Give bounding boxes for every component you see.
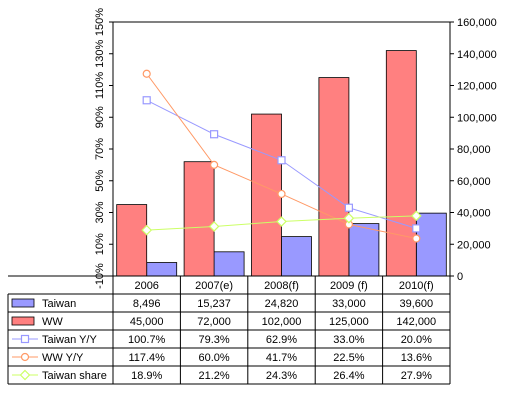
marker-ww-y-y	[210, 160, 219, 169]
table-cell-taiwan: 8,496	[133, 298, 161, 310]
legend-label-taiwan: Taiwan	[42, 298, 76, 310]
bar-taiwan	[213, 251, 245, 277]
left-axis-tick-label: 70%	[94, 138, 106, 160]
left-axis-tick-label: 10%	[94, 233, 106, 255]
right-axis-tick-label: 120,000	[457, 81, 497, 93]
bar-ww	[251, 113, 282, 277]
legend-label-taiwan-y-y: Taiwan Y/Y	[42, 334, 97, 346]
marker-taiwan-share	[208, 221, 220, 232]
table-cell-taiwan: 33,000	[332, 298, 366, 310]
table-cell-ww: 102,000	[262, 316, 302, 328]
marker-taiwan-y-y	[344, 203, 353, 212]
table-cell-ww: 125,000	[329, 316, 369, 328]
legend-marker-taiwan-y-y	[20, 334, 30, 344]
table-cell-ww-y-y: 41.7%	[266, 352, 297, 364]
table-cell-ww-y-y: 22.5%	[333, 352, 364, 364]
table-cell-taiwan: 39,600	[399, 298, 433, 310]
left-axis-tick-label: 90%	[94, 106, 106, 128]
bar-taiwan	[146, 262, 178, 277]
category-label: 2006	[134, 280, 158, 292]
category-label: 2008(f)	[264, 280, 299, 292]
bar-ww	[318, 77, 350, 277]
table-cell-taiwan-share: 18.9%	[131, 370, 162, 382]
legend-swatch-ww	[11, 316, 35, 326]
table-cell-taiwan-y-y: 20.0%	[401, 334, 432, 346]
right-axis-tick-label: 40,000	[457, 208, 491, 220]
table-cell-taiwan-share: 21.2%	[198, 370, 229, 382]
marker-ww-y-y	[412, 234, 421, 243]
marker-ww-y-y	[142, 69, 151, 78]
marker-taiwan-y-y	[412, 224, 421, 233]
table-cell-taiwan-y-y: 79.3%	[198, 334, 229, 346]
table-cell-taiwan-y-y: 62.9%	[266, 334, 297, 346]
category-label: 2010(f)	[399, 280, 434, 292]
left-axis-tick-label: 110%	[94, 72, 106, 100]
table-cell-ww: 142,000	[396, 316, 436, 328]
right-axis-tick-label: 140,000	[457, 49, 497, 61]
table-cell-ww-y-y: 13.6%	[401, 352, 432, 364]
table-cell-ww-y-y: 60.0%	[198, 352, 229, 364]
right-axis-tick-label: 100,000	[457, 112, 497, 124]
category-label: 2007(e)	[195, 280, 233, 292]
bar-taiwan	[281, 236, 312, 277]
category-label: 2009 (f)	[330, 280, 368, 292]
marker-taiwan-y-y	[142, 96, 151, 105]
legend-label-ww-y-y: WW Y/Y	[42, 352, 84, 364]
right-axis-tick-label: 160,000	[457, 17, 497, 29]
bar-ww	[385, 50, 417, 277]
legend-label-taiwan-share: Taiwan share	[42, 370, 107, 382]
marker-taiwan-share	[141, 224, 153, 236]
right-axis-tick-label: 20,000	[457, 239, 491, 251]
marker-taiwan-y-y	[210, 130, 219, 139]
bar-ww	[116, 204, 148, 277]
left-axis-tick-label: 130%	[94, 39, 106, 67]
marker-taiwan-share	[410, 210, 422, 222]
table-cell-taiwan-y-y: 33.0%	[333, 334, 364, 346]
legend-marker-taiwan-share	[19, 369, 31, 381]
marker-taiwan-y-y	[277, 156, 286, 165]
legend-swatch-taiwan	[11, 298, 35, 308]
bar-ww	[183, 161, 215, 277]
marker-ww-y-y	[277, 189, 286, 199]
table-cell-taiwan-share: 27.9%	[401, 370, 432, 382]
table-cell-ww: 45,000	[130, 316, 164, 328]
table-cell-taiwan-share: 26.4%	[333, 370, 364, 382]
table-cell-ww: 72,000	[197, 316, 231, 328]
legend-marker-ww-y-y	[20, 352, 30, 362]
bar-taiwan	[348, 223, 380, 277]
right-axis-tick-label: 60,000	[457, 176, 491, 188]
table-cell-ww-y-y: 117.4%	[128, 352, 165, 364]
table-cell-taiwan: 15,237	[197, 298, 231, 310]
bar-taiwan	[415, 212, 447, 277]
left-axis-tick-label: 150%	[94, 8, 106, 36]
left-axis-tick-label: 50%	[94, 170, 106, 192]
table-cell-taiwan: 24,820	[265, 298, 299, 310]
table-cell-taiwan-share: 24.3%	[266, 370, 297, 382]
legend-label-ww: WW	[42, 316, 63, 328]
table-cell-taiwan-y-y: 100.7%	[128, 334, 166, 346]
marker-taiwan-share	[343, 212, 355, 224]
left-axis-tick-label: 30%	[94, 201, 106, 223]
right-axis-tick-label: 0	[457, 271, 463, 283]
right-axis-tick-label: 80,000	[457, 144, 491, 156]
marker-taiwan-share	[276, 216, 287, 227]
